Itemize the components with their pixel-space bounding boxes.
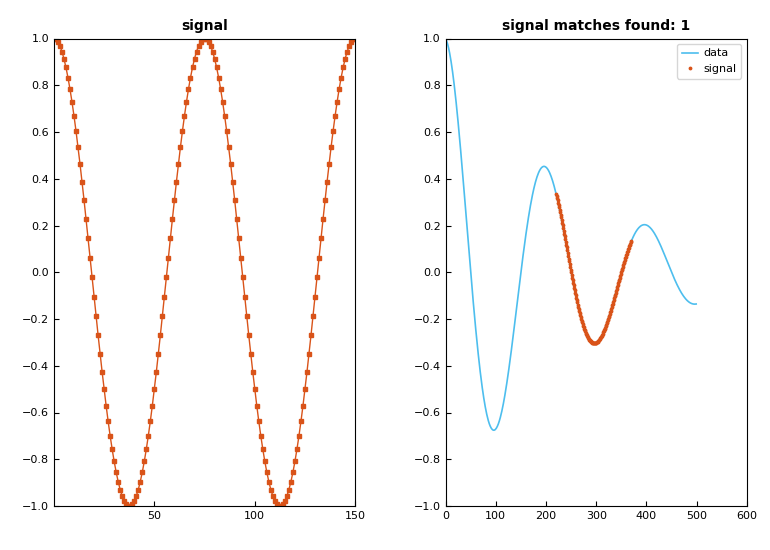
signal	[578, 321, 588, 327]
data	[561, 236, 570, 243]
Title: signal matches found: 1: signal matches found: 1	[502, 19, 691, 33]
signal	[604, 312, 614, 319]
signal	[627, 238, 636, 244]
signal	[626, 240, 635, 247]
signal	[590, 340, 599, 346]
data	[591, 340, 600, 346]
Legend: data, signal: data, signal	[677, 44, 742, 79]
data	[691, 301, 701, 307]
signal	[588, 339, 598, 346]
Title: signal: signal	[181, 19, 228, 33]
data	[686, 300, 695, 306]
data	[562, 244, 571, 251]
Line: data: data	[446, 39, 696, 430]
signal	[600, 327, 609, 333]
data	[489, 427, 498, 433]
signal	[598, 331, 607, 338]
Line: signal: signal	[554, 191, 634, 345]
data	[647, 226, 656, 233]
data	[441, 35, 450, 42]
signal	[551, 190, 561, 197]
data	[577, 317, 586, 324]
